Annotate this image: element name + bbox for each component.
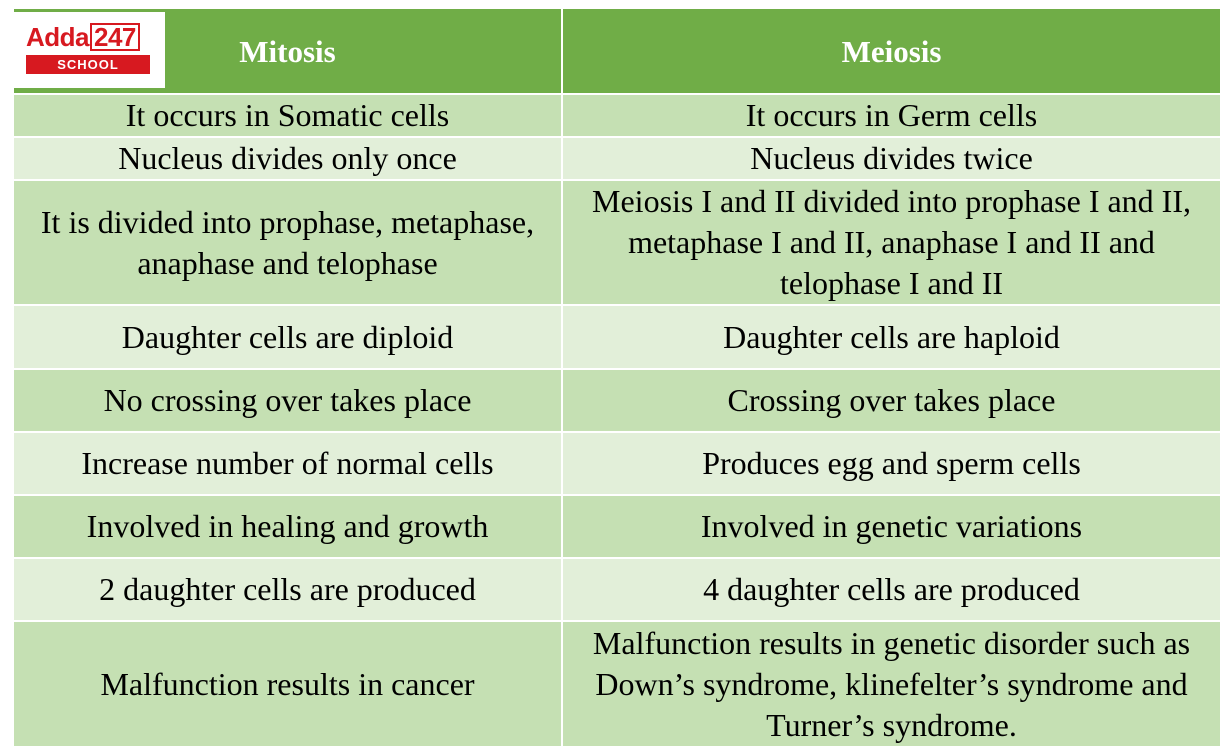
table-cell: Daughter cells are haploid bbox=[561, 304, 1222, 370]
table-cell: Daughter cells are diploid bbox=[12, 304, 563, 370]
table-row: Daughter cells are diploid Daughter cells… bbox=[12, 304, 1222, 370]
table-cell: Malfunction results in cancer bbox=[12, 620, 563, 748]
table-cell: 2 daughter cells are produced bbox=[12, 557, 563, 622]
table-cell: Produces egg and sperm cells bbox=[561, 431, 1222, 496]
table-cell: Involved in healing and growth bbox=[12, 494, 563, 559]
logo-brand: Adda bbox=[26, 22, 90, 52]
logo-sub: SCHOOL bbox=[26, 55, 150, 74]
comparison-table: Mitosis Meiosis It occurs in Somatic cel… bbox=[12, 7, 1222, 748]
table-cell: Meiosis I and II divided into prophase I… bbox=[561, 179, 1222, 306]
header-row: Mitosis Meiosis bbox=[12, 7, 1222, 95]
table-row: Increase number of normal cells Produces … bbox=[12, 431, 1222, 496]
table-cell: Nucleus divides twice bbox=[561, 136, 1222, 181]
table-row: Involved in healing and growth Involved i… bbox=[12, 494, 1222, 559]
table-cell: Crossing over takes place bbox=[561, 368, 1222, 433]
table-cell: Nucleus divides only once bbox=[12, 136, 563, 181]
logo-number: 247 bbox=[90, 23, 140, 51]
table-cell: Involved in genetic variations bbox=[561, 494, 1222, 559]
header-cell: Meiosis bbox=[561, 7, 1222, 95]
table-cell: 4 daughter cells are produced bbox=[561, 557, 1222, 622]
table-cell: Increase number of normal cells bbox=[12, 431, 563, 496]
table-row: It is divided into prophase, metaphase, … bbox=[12, 179, 1222, 306]
table-row: It occurs in Somatic cells It occurs in G… bbox=[12, 93, 1222, 138]
table-cell: Malfunction results in genetic disorder … bbox=[561, 620, 1222, 748]
table-row: 2 daughter cells are produced 4 daughter … bbox=[12, 557, 1222, 622]
table-cell: It occurs in Somatic cells bbox=[12, 93, 563, 138]
table-row: Malfunction results in cancer Malfunction… bbox=[12, 620, 1222, 748]
table-row: Nucleus divides only once Nucleus divides… bbox=[12, 136, 1222, 181]
logo: Adda 247 SCHOOL bbox=[14, 12, 165, 88]
table-cell: It occurs in Germ cells bbox=[561, 93, 1222, 138]
table-body: It occurs in Somatic cells It occurs in G… bbox=[12, 93, 1222, 748]
table-cell: No crossing over takes place bbox=[12, 368, 563, 433]
logo-text: Adda 247 bbox=[26, 22, 140, 53]
table-row: No crossing over takes place Crossing ove… bbox=[12, 368, 1222, 433]
table-cell: It is divided into prophase, metaphase, … bbox=[12, 179, 563, 306]
